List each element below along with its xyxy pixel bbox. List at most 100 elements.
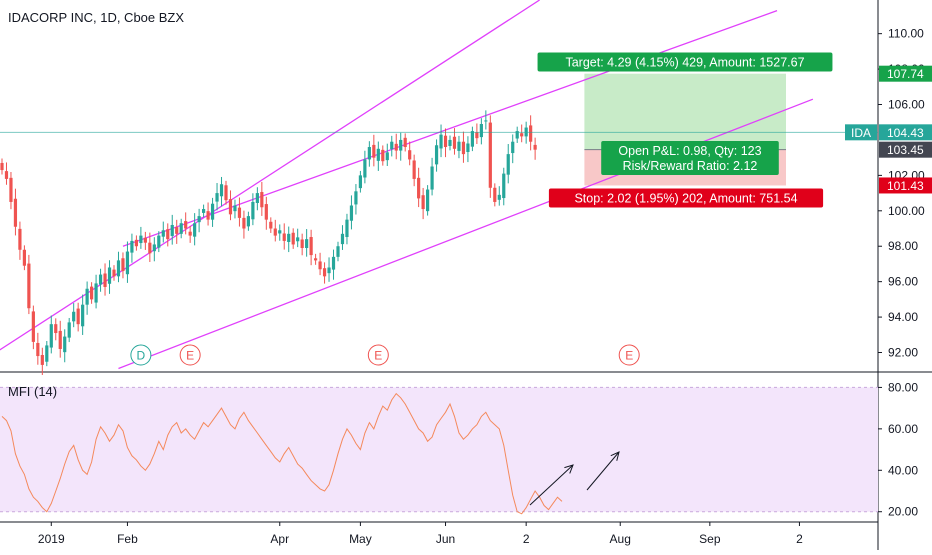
earnings-marker[interactable]: E bbox=[179, 344, 201, 366]
candle-body bbox=[470, 131, 474, 147]
earnings-marker[interactable]: E bbox=[618, 344, 640, 366]
candle bbox=[157, 231, 161, 253]
candle bbox=[228, 190, 233, 221]
price-tick-label: 92.00 bbox=[888, 346, 918, 360]
candle bbox=[287, 226, 291, 253]
earnings-marker-label[interactable]: E bbox=[625, 349, 633, 363]
candle bbox=[184, 212, 188, 235]
candle-body bbox=[282, 233, 286, 241]
candle bbox=[367, 141, 371, 167]
earnings-marker-label[interactable]: E bbox=[374, 349, 382, 363]
candle-body bbox=[533, 144, 537, 150]
candle bbox=[533, 137, 537, 160]
candle bbox=[9, 172, 13, 210]
price-tick-label: 106.00 bbox=[888, 98, 925, 112]
candle-body bbox=[412, 160, 416, 179]
candle bbox=[282, 223, 286, 250]
candle bbox=[90, 282, 94, 304]
candle bbox=[125, 241, 130, 283]
candle bbox=[18, 221, 22, 260]
earnings-marker-circle[interactable] bbox=[179, 344, 201, 366]
candle-body bbox=[9, 177, 13, 202]
candle-body bbox=[354, 191, 358, 205]
time-tick-label: Jun bbox=[436, 532, 455, 546]
earnings-marker[interactable]: E bbox=[367, 344, 389, 366]
target-label: Target: 4.29 (4.15%) 429, Amount: 1527.6… bbox=[537, 52, 833, 72]
candle bbox=[130, 233, 134, 263]
candle-body bbox=[85, 288, 89, 305]
candle bbox=[417, 167, 421, 208]
earnings-marker-circle[interactable] bbox=[618, 344, 640, 366]
stop-price-badge-box bbox=[879, 177, 932, 194]
dividend-marker-circle[interactable] bbox=[130, 344, 152, 366]
earnings-marker-circle[interactable] bbox=[367, 344, 389, 366]
candle bbox=[246, 211, 250, 231]
arrow-annotation[interactable] bbox=[529, 464, 574, 506]
candle-body bbox=[269, 221, 273, 229]
candle bbox=[475, 123, 479, 145]
candle bbox=[497, 186, 501, 206]
candle-body bbox=[255, 193, 259, 204]
candle-body bbox=[107, 267, 112, 284]
candle-body bbox=[251, 201, 255, 220]
target-price-badge-box bbox=[879, 65, 932, 82]
arrow-shaft[interactable] bbox=[586, 451, 620, 491]
candle-body bbox=[461, 141, 466, 155]
time-tick-label: May bbox=[349, 532, 372, 546]
earnings-marker-label[interactable]: E bbox=[186, 349, 194, 363]
candle-body bbox=[475, 132, 479, 139]
candle bbox=[40, 347, 44, 376]
dividend-marker[interactable]: D bbox=[130, 344, 152, 366]
annotation-arrows[interactable] bbox=[529, 451, 620, 506]
candles bbox=[0, 110, 537, 376]
stop-label-text: Stop: 2.02 (1.95%) 202, Amount: 751.54 bbox=[574, 192, 797, 206]
candle bbox=[493, 183, 497, 207]
dividend-marker-label[interactable]: D bbox=[137, 349, 146, 363]
arrow-shaft[interactable] bbox=[529, 464, 574, 506]
price-tick-label: 94.00 bbox=[888, 310, 918, 324]
candle-body bbox=[363, 159, 367, 178]
position-labels: Target: 4.29 (4.15%) 429, Amount: 1527.6… bbox=[537, 52, 833, 208]
candle bbox=[22, 245, 26, 271]
candle-body bbox=[399, 139, 403, 151]
candle bbox=[116, 251, 121, 283]
candle-body bbox=[175, 227, 179, 234]
candle-body bbox=[305, 239, 309, 248]
mfi-tick-label: 20.00 bbox=[888, 505, 918, 519]
candle-body bbox=[340, 233, 345, 245]
chart-title: IDACORP INC, 1D, Cboe BZX bbox=[8, 10, 184, 25]
candle-body bbox=[331, 256, 336, 270]
candle bbox=[461, 131, 466, 163]
candle bbox=[36, 332, 40, 365]
candle bbox=[515, 126, 519, 143]
steep-trendline[interactable] bbox=[0, 0, 540, 354]
candle-body bbox=[112, 269, 116, 277]
candle bbox=[161, 221, 165, 243]
candle-body bbox=[197, 216, 201, 223]
candle bbox=[336, 241, 340, 262]
mfi-tick-label: 60.00 bbox=[888, 422, 918, 436]
candle bbox=[345, 213, 349, 245]
candle-body bbox=[130, 240, 134, 253]
candle bbox=[305, 229, 309, 257]
candle-body bbox=[448, 139, 452, 146]
arrow-head[interactable] bbox=[610, 451, 620, 461]
price-tick-label: 98.00 bbox=[888, 239, 918, 253]
candle bbox=[4, 162, 9, 185]
target-zone[interactable] bbox=[584, 73, 786, 150]
stop-price-badge-text: 101.43 bbox=[887, 179, 924, 193]
candle bbox=[408, 141, 412, 166]
candle bbox=[67, 317, 71, 343]
candle-body bbox=[296, 237, 300, 242]
candle-body bbox=[4, 171, 9, 179]
arrow-annotation[interactable] bbox=[586, 451, 620, 491]
candle bbox=[385, 143, 389, 166]
candle bbox=[358, 170, 362, 193]
candle bbox=[314, 253, 318, 265]
arrow-head[interactable] bbox=[564, 464, 574, 474]
candle-body bbox=[358, 175, 362, 189]
time-tick-label: 2 bbox=[796, 532, 803, 546]
